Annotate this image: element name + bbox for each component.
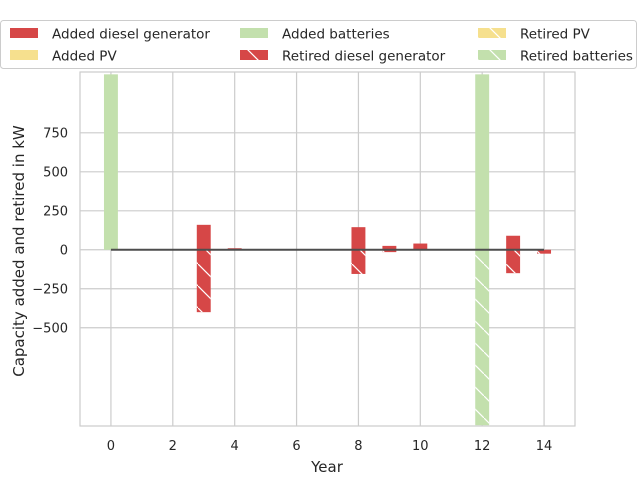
bar-added-diesel-generator	[382, 245, 397, 250]
y-axis-label: Capacity added and retired in kW	[10, 125, 28, 377]
y-tick-label: −250	[32, 282, 68, 297]
bar-added-batteries	[475, 74, 490, 250]
legend-label-retired-diesel-generator: Retired diesel generator	[282, 49, 446, 65]
y-tick-label: 250	[43, 204, 68, 219]
bar-hatch-retired-diesel-generator	[537, 249, 552, 254]
legend-swatch-added-diesel-generator	[10, 28, 38, 38]
legend-label-retired-pv: Retired PV	[520, 27, 591, 43]
x-tick-label: 0	[107, 439, 115, 454]
bars-group	[103, 74, 552, 426]
x-tick-label: 2	[169, 439, 177, 454]
y-tick-label: 500	[43, 165, 68, 180]
legend-swatch-hatch-retired-pv	[478, 28, 506, 38]
x-axis-label: Year	[310, 458, 344, 476]
x-tick-label: 12	[474, 439, 491, 454]
bar-hatch-retired-diesel-generator	[506, 249, 521, 274]
legend-label-added-pv: Added PV	[52, 49, 117, 65]
y-tick-label: 0	[60, 243, 68, 258]
x-tick-label: 6	[292, 439, 300, 454]
bar-hatch-retired-diesel-generator	[382, 249, 397, 253]
legend-swatch-hatch-retired-batteries	[478, 50, 506, 60]
legend-label-added-batteries: Added batteries	[282, 27, 390, 43]
bar-added-diesel-generator	[506, 235, 521, 250]
bar-added-diesel-generator	[351, 227, 366, 250]
x-tick-label: 4	[231, 439, 239, 454]
y-tick-label: 750	[43, 126, 68, 141]
bar-added-diesel-generator	[196, 224, 211, 250]
legend-swatch-added-pv	[10, 50, 38, 60]
bar-added-diesel-generator	[413, 243, 428, 250]
x-tick-label: 8	[354, 439, 362, 454]
bar-added-batteries	[103, 74, 118, 250]
x-tick-label: 10	[412, 439, 429, 454]
y-axis-ticks: −500 −250 0 250 500 750	[32, 126, 68, 336]
y-tick-label: −500	[32, 321, 68, 336]
bar-hatch-retired-diesel-generator	[351, 249, 366, 274]
bar-hatch-retired-diesel-generator	[196, 249, 211, 313]
legend: Added diesel generator Added PV Added batt…	[0, 20, 637, 69]
x-axis-ticks: 0 2 4 6 8 10 12 14	[107, 439, 553, 454]
x-tick-label: 14	[536, 439, 553, 454]
bar-hatch-retired-batteries	[475, 249, 490, 426]
legend-swatch-hatch-retired-diesel-generator	[240, 50, 268, 60]
legend-label-retired-batteries: Retired batteries	[520, 49, 633, 65]
legend-label-added-diesel-generator: Added diesel generator	[52, 27, 210, 43]
legend-swatch-added-batteries	[240, 28, 268, 38]
